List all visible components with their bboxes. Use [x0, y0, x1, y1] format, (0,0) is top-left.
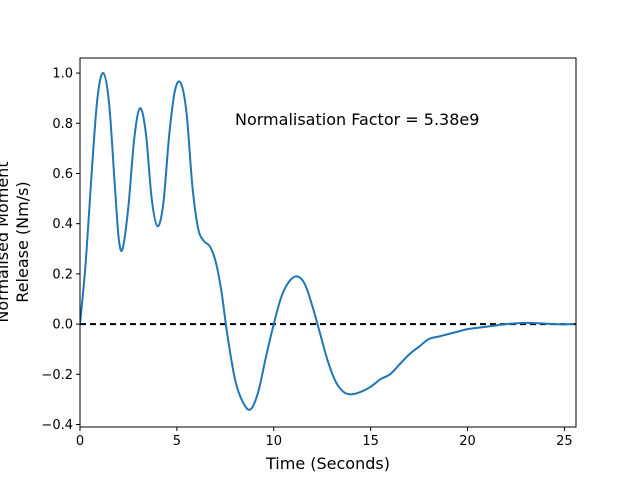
x-axis-label: Time (Seconds) — [265, 454, 390, 473]
y-tick-label: 1.0 — [52, 67, 73, 82]
plot-frame — [79, 57, 577, 428]
y-tick-label: 0.8 — [52, 117, 73, 132]
x-tick-label: 10 — [265, 434, 282, 449]
y-tick-label: −0.4 — [41, 418, 73, 433]
x-tick-label: 0 — [76, 434, 84, 449]
plot-area — [80, 72, 576, 411]
y-axis-label: Normalised Moment Release (Nm/s) — [0, 161, 32, 322]
y-axis-label-line-2: Release (Nm/s) — [13, 181, 32, 302]
y-tick-label: 0.2 — [52, 267, 73, 282]
x-tick-label: 5 — [173, 434, 181, 449]
normalisation-annotation: Normalisation Factor = 5.38e9 — [235, 110, 479, 129]
x-tick-label: 25 — [556, 434, 573, 449]
y-tick-label: −0.2 — [41, 368, 73, 383]
x-tick-label: 20 — [459, 434, 476, 449]
y-axis-label-line-1: Normalised Moment — [0, 161, 12, 322]
x-tick-label: 15 — [362, 434, 379, 449]
y-tick-label: 0.4 — [52, 217, 73, 232]
y-tick-label: 0.0 — [52, 318, 73, 333]
y-tick-label: 0.6 — [52, 167, 73, 182]
axis-ticks: 0 5 10 15 20 25 −0.4 −0.2 0.0 0.2 0.4 0.6 0.8 1.0 — [41, 67, 572, 449]
series-line-0 — [80, 72, 575, 411]
